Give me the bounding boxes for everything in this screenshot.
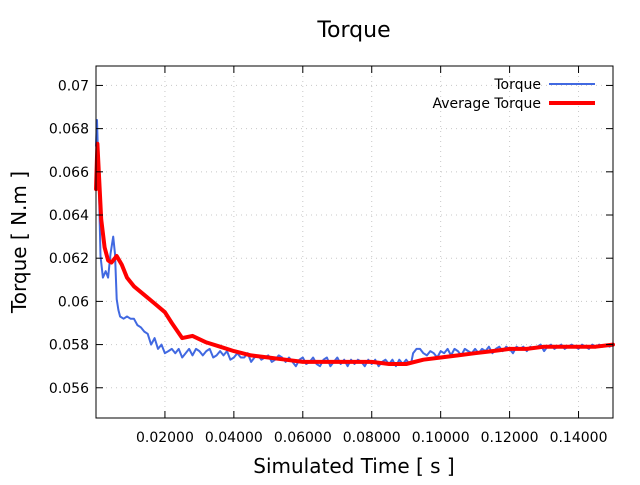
x-tick-label: 0.04000: [205, 430, 263, 446]
y-tick-label: 0.07: [58, 78, 89, 94]
y-tick-label: 0.064: [49, 208, 89, 224]
y-tick-label: 0.058: [49, 338, 89, 354]
legend: Torque Average Torque: [432, 77, 595, 112]
x-tick-label: 0.14000: [550, 430, 608, 446]
legend-label-torque: Torque: [493, 77, 541, 93]
x-tick-label: 0.12000: [481, 430, 539, 446]
series-line-average-torque: [94, 141, 615, 366]
x-tick-label: 0.10000: [412, 430, 470, 446]
y-axis-title: Torque [ N.m ]: [7, 171, 31, 314]
x-tick-label: 0.02000: [136, 430, 194, 446]
series-line-torque: [95, 119, 614, 368]
y-tick-label: 0.06: [58, 294, 89, 310]
y-tick-label: 0.066: [49, 165, 89, 181]
plot-frame: [95, 65, 614, 419]
y-tick-label: 0.056: [49, 381, 89, 397]
axis-ticks: 0.056 0.058 0.06 0.062 0.064 0.066 0.068 0.07 0.…: [49, 66, 613, 446]
x-axis-title: Simulated Time [ s ]: [253, 454, 454, 478]
y-tick-label: 0.062: [49, 251, 89, 267]
chart-title: Torque: [316, 18, 390, 43]
x-tick-label: 0.06000: [274, 430, 332, 446]
plot-series: [94, 119, 615, 368]
grid: [96, 66, 613, 418]
legend-label-average-torque: Average Torque: [432, 96, 541, 112]
x-tick-label: 0.08000: [343, 430, 401, 446]
y-tick-label: 0.068: [49, 122, 89, 138]
